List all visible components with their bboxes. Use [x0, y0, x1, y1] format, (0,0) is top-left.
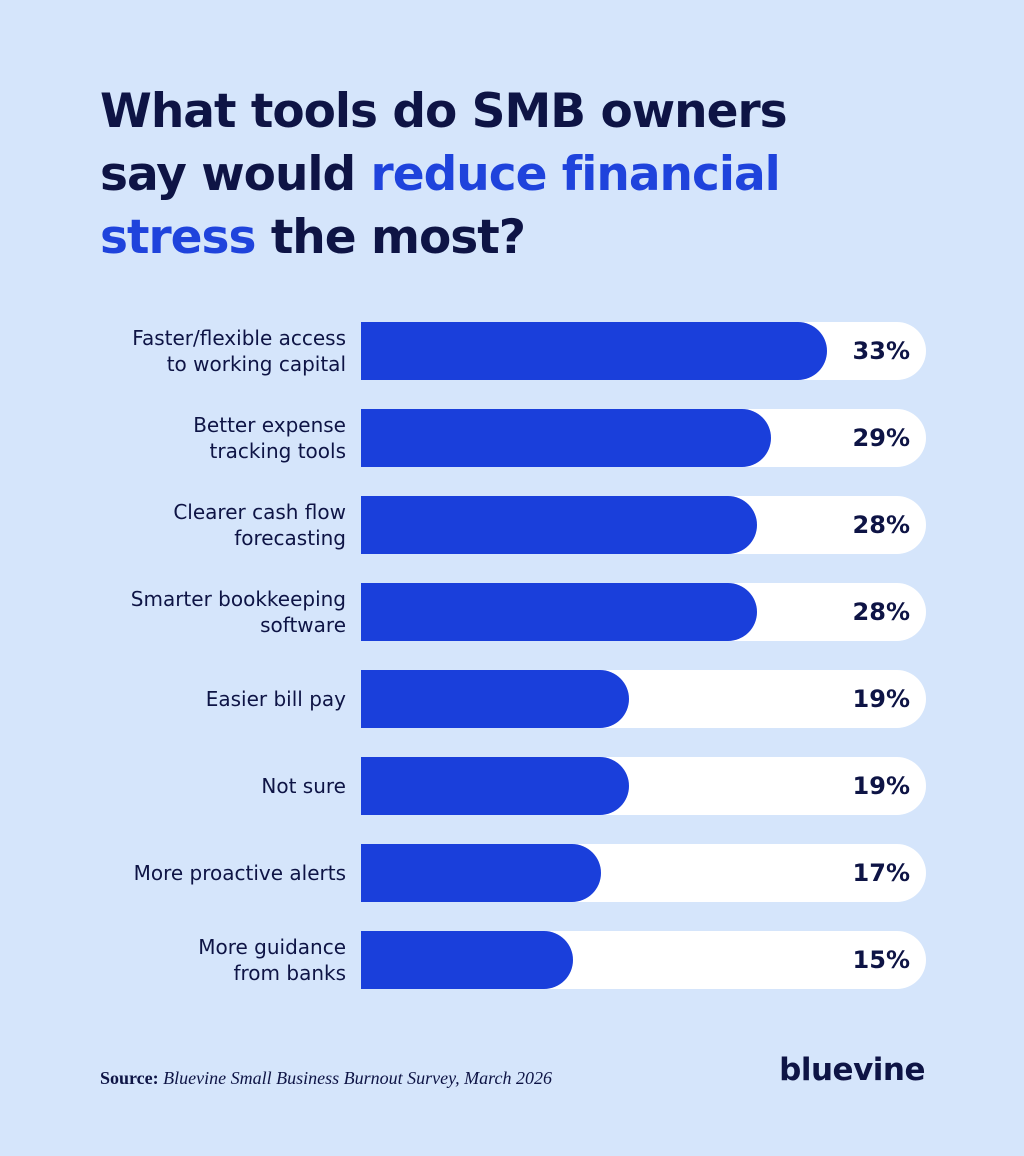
value-label: 19% [852, 685, 910, 713]
title-segment: What tools do SMB owners [100, 84, 788, 139]
value-label: 28% [852, 598, 910, 626]
bar [361, 409, 771, 467]
category-label: Smarter bookkeeping software [130, 587, 346, 637]
value-label: 29% [852, 424, 910, 452]
logo: bluevine [779, 1052, 925, 1088]
category-label: Faster/flexible access to working capita… [132, 326, 346, 376]
value-label: 33% [852, 337, 910, 365]
category-label: More guidance from banks [198, 935, 346, 985]
bar [361, 322, 828, 380]
source-label: Source: [100, 1068, 159, 1088]
bar [361, 757, 630, 815]
title-segment: reduce financial [370, 147, 781, 202]
source: Source: Bluevine Small Business Burnout … [100, 1068, 552, 1089]
chart-title: What tools do SMB owners say would reduce… [100, 80, 788, 269]
value-label: 28% [852, 511, 910, 539]
category-label: More proactive alerts [133, 861, 346, 885]
value-label: 19% [852, 772, 910, 800]
bar [361, 496, 757, 554]
category-label: Not sure [261, 774, 346, 798]
title-segment: the most? [270, 210, 526, 265]
bar [361, 670, 630, 728]
bar [361, 583, 757, 641]
value-label: 15% [852, 946, 910, 974]
category-label: Better expense tracking tools [193, 413, 346, 463]
title-segment: stress [100, 210, 256, 265]
bar [361, 931, 573, 989]
bar [361, 844, 602, 902]
value-label: 17% [852, 859, 910, 887]
category-label: Easier bill pay [205, 687, 346, 711]
source-text: Bluevine Small Business Burnout Survey, … [163, 1068, 552, 1088]
category-label: Clearer cash flow forecasting [173, 500, 346, 550]
title-segment: say would [100, 147, 356, 202]
